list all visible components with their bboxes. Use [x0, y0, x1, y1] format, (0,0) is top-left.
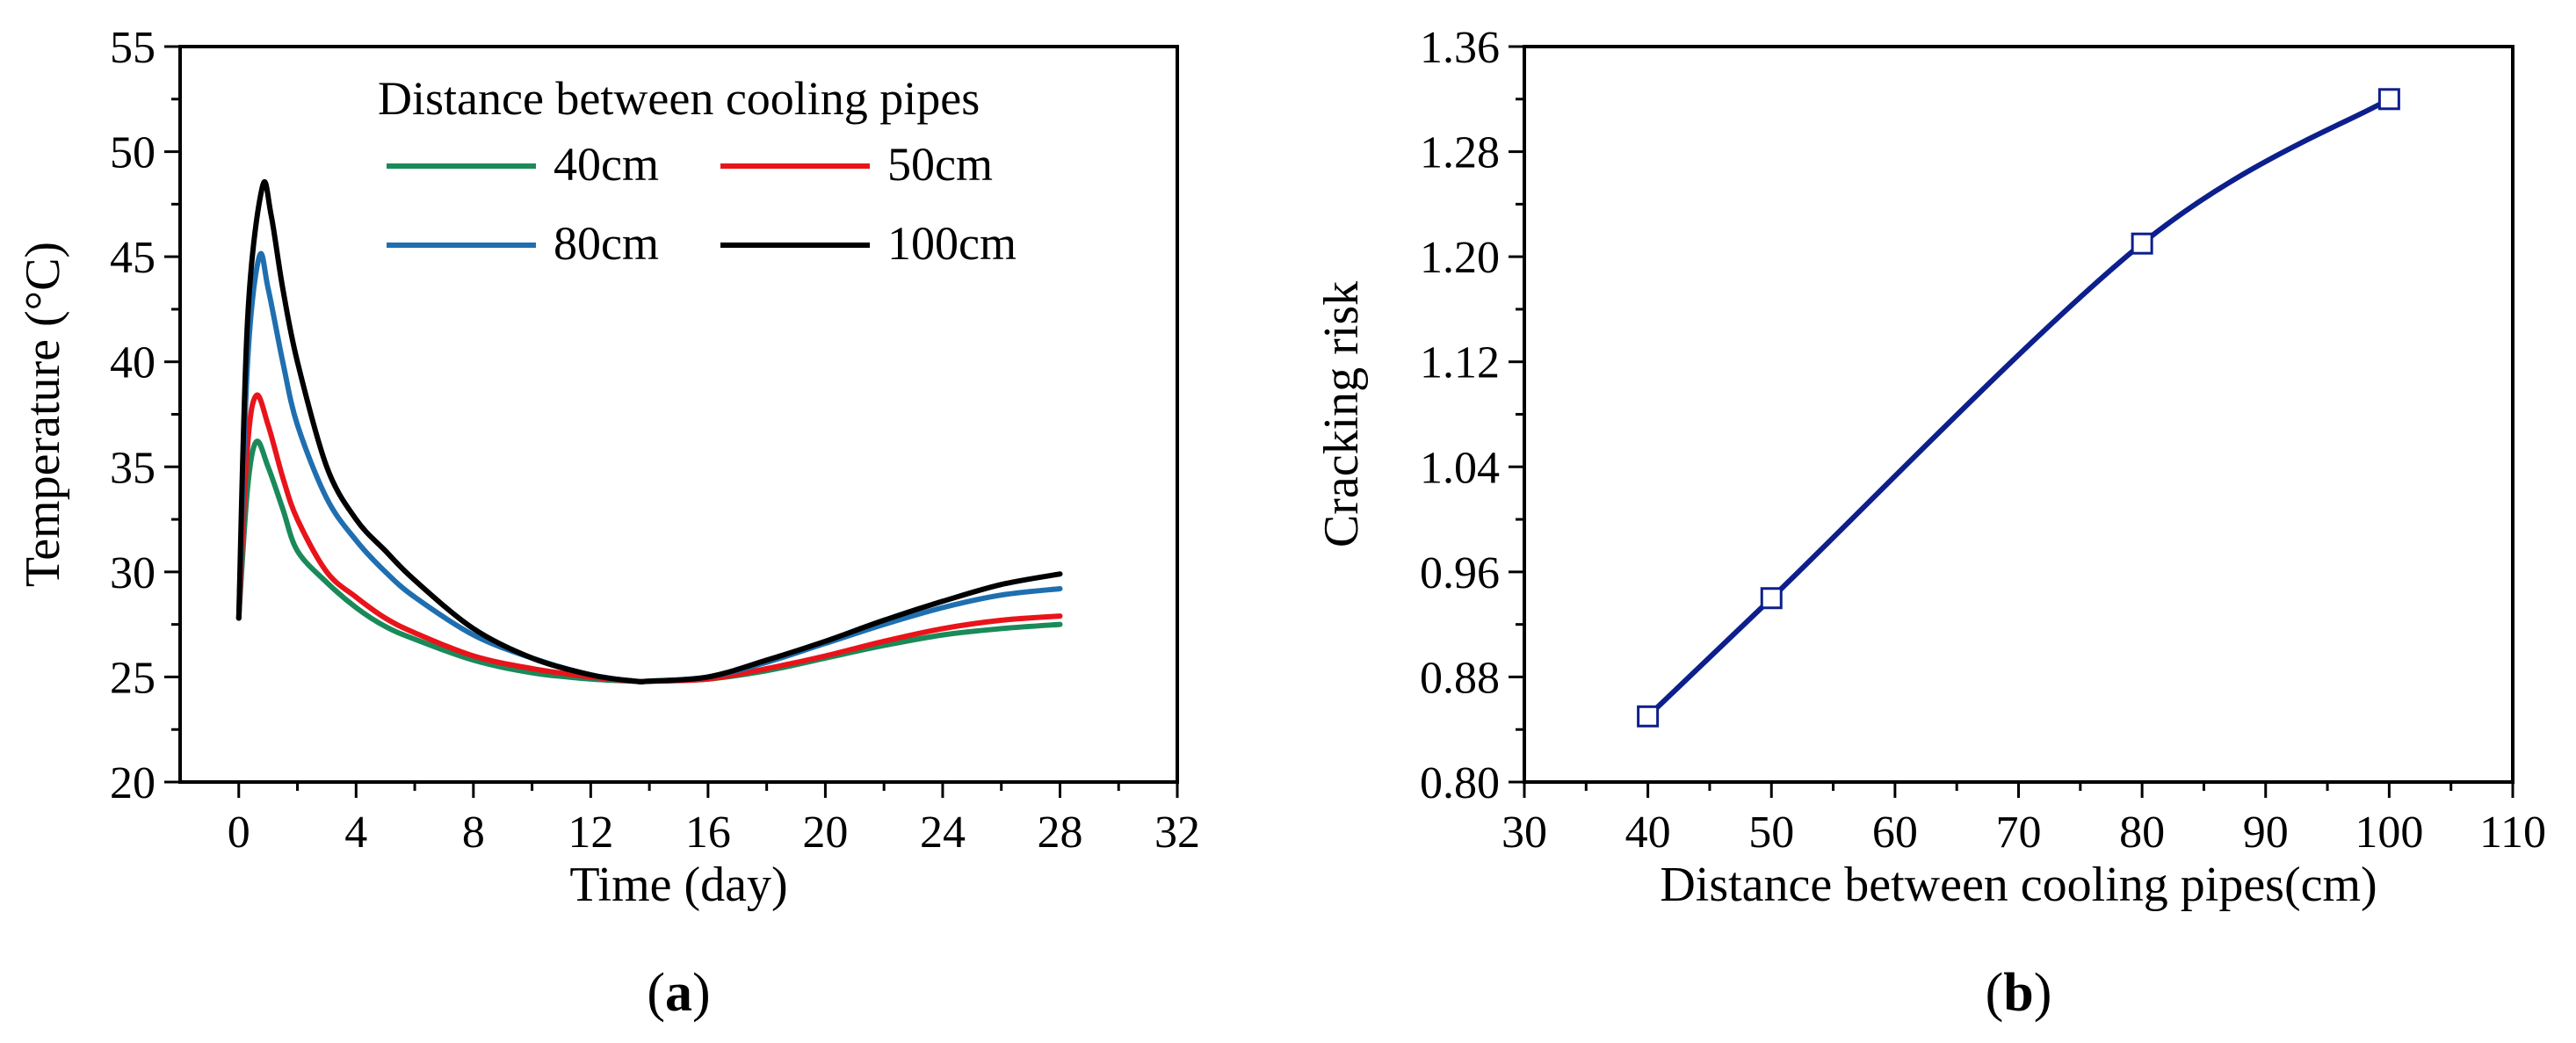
- chart-b: 30 40 50 60 70 80 90 100 110 0.80 0.88 0.96 1.04 1.12…: [1314, 23, 2546, 1023]
- b-x-tick-label: 90: [2243, 808, 2289, 858]
- chart-b-plot-frame: [1523, 45, 2514, 784]
- b-x-tick-label: 40: [1625, 808, 1671, 858]
- chart-a-legend: Distance between cooling pipes 40cm 50cm 8…: [378, 72, 1017, 270]
- data-point-marker: [1637, 705, 1660, 728]
- series-line-50cm: [235, 392, 1063, 684]
- a-y-tick-label: 25: [110, 653, 156, 703]
- b-x-tick-label: 80: [2119, 808, 2165, 858]
- a-y-tick-label: 20: [110, 758, 156, 808]
- chart-a-series: [235, 178, 1063, 684]
- series-line-100cm: [235, 178, 1063, 684]
- a-y-tick-label: 50: [110, 128, 156, 178]
- b-y-tick-label: 0.96: [1420, 548, 1500, 598]
- a-x-tick-label: 24: [920, 808, 966, 858]
- a-x-tick-label: 20: [802, 808, 848, 858]
- legend-label-80cm: 80cm: [554, 217, 659, 270]
- a-y-tick-label: 35: [110, 443, 156, 493]
- chart-a: 0 4 8 12 16 20 24 28 32 20 25 30 35 40 45 50 55 Distance…: [16, 23, 1200, 1023]
- panel-label-a: (a): [647, 963, 710, 1023]
- chart-b-ticks: 30 40 50 60 70 80 90 100 110 0.80 0.88 0.96 1.04 1.12…: [1420, 23, 2546, 858]
- panel-label-a-letter: a: [665, 963, 692, 1023]
- a-x-tick-label: 28: [1037, 808, 1082, 858]
- series-line-80cm: [235, 250, 1063, 684]
- legend-label-40cm: 40cm: [554, 138, 659, 191]
- b-x-tick-label: 30: [1501, 808, 1547, 858]
- panel-label-b-letter: b: [2003, 963, 2033, 1023]
- a-x-tick-label: 32: [1154, 808, 1200, 858]
- legend-label-100cm: 100cm: [887, 217, 1017, 270]
- b-y-tick-label: 1.12: [1420, 338, 1500, 388]
- a-y-tick-label: 55: [110, 23, 156, 73]
- a-x-tick-label: 8: [462, 808, 485, 858]
- b-y-tick-label: 0.88: [1420, 653, 1500, 703]
- chart-a-plot-frame: [178, 45, 1179, 784]
- chart-a-ticks: 0 4 8 12 16 20 24 28 32 20 25 30 35 40 45 50 55: [110, 23, 1200, 858]
- legend-label-50cm: 50cm: [887, 138, 993, 191]
- b-x-tick-label: 110: [2479, 808, 2546, 858]
- panel-label-b-close: ): [2034, 963, 2052, 1023]
- panel-label-b: (b): [1986, 963, 2052, 1023]
- panel-label-a-close: ): [692, 963, 711, 1023]
- a-x-tick-label: 0: [228, 808, 250, 858]
- cracking-risk-line: [1646, 97, 2391, 719]
- a-x-tick-label: 4: [344, 808, 367, 858]
- a-x-tick-label: 16: [685, 808, 731, 858]
- panel-label-b-open: (: [1986, 963, 2004, 1023]
- b-y-tick-label: 1.04: [1420, 443, 1500, 493]
- data-point-marker: [1760, 587, 1783, 610]
- b-x-tick-label: 60: [1872, 808, 1918, 858]
- panel-label-a-open: (: [647, 963, 665, 1023]
- b-x-tick-label: 50: [1748, 808, 1794, 858]
- b-y-tick-label: 1.36: [1420, 23, 1500, 73]
- a-y-tick-label: 40: [110, 338, 156, 388]
- chart-b-y-axis-title: Cracking risk: [1314, 281, 1369, 547]
- b-y-tick-label: 1.20: [1420, 233, 1500, 283]
- data-point-marker: [2131, 232, 2153, 255]
- chart-a-x-axis-title: Time (day): [569, 858, 787, 912]
- chart-b-x-axis-title: Distance between cooling pipes(cm): [1660, 858, 2377, 912]
- data-point-marker: [2377, 88, 2400, 111]
- chart-b-series: [1637, 88, 2400, 728]
- b-y-tick-label: 1.28: [1420, 128, 1500, 178]
- b-x-tick-label: 70: [1996, 808, 2042, 858]
- chart-a-y-axis-title: Temperature (°C): [16, 242, 70, 587]
- b-x-tick-label: 100: [2355, 808, 2423, 858]
- b-y-tick-label: 0.80: [1420, 758, 1500, 808]
- chart-a-legend-title: Distance between cooling pipes: [378, 72, 980, 125]
- a-y-tick-label: 45: [110, 233, 156, 283]
- series-line-40cm: [235, 438, 1063, 684]
- a-y-tick-label: 30: [110, 548, 156, 598]
- a-x-tick-label: 12: [568, 808, 613, 858]
